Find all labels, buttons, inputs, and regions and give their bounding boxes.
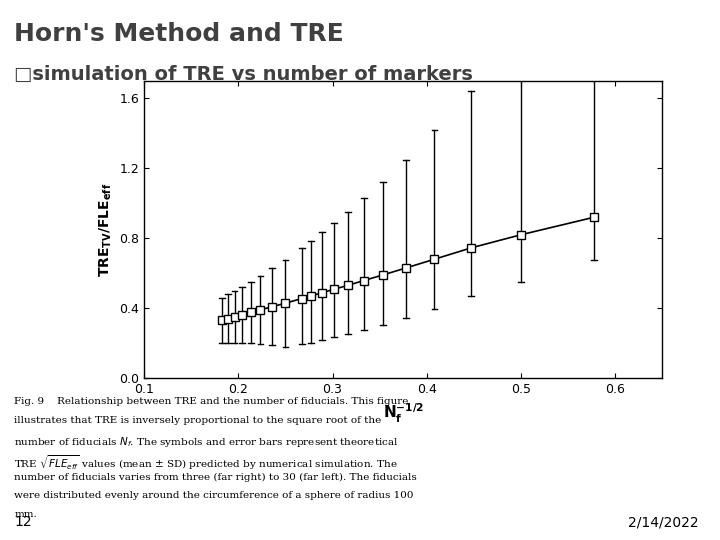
Text: TRE $\sqrt{FLE_{eff}}$ values (mean $\pm$ SD) predicted by numerical simulation.: TRE $\sqrt{FLE_{eff}}$ values (mean $\pm… bbox=[14, 454, 398, 472]
Text: number of fiducials varies from three (far right) to 30 (far left). The fiducial: number of fiducials varies from three (f… bbox=[14, 472, 417, 482]
Text: illustrates that TRE is inversely proportional to the square root of the: illustrates that TRE is inversely propor… bbox=[14, 416, 382, 425]
Text: □simulation of TRE vs number of markers: □simulation of TRE vs number of markers bbox=[14, 65, 473, 84]
Text: 2/14/2022: 2/14/2022 bbox=[628, 515, 698, 529]
Y-axis label: $\mathbf{TRE_{TV}/FLE_{eff}}$: $\mathbf{TRE_{TV}/FLE_{eff}}$ bbox=[97, 183, 114, 276]
Text: number of fiducials $N_f$. The symbols and error bars represent theoretical: number of fiducials $N_f$. The symbols a… bbox=[14, 435, 399, 449]
X-axis label: $\mathbf{N_f^{-1/2}}$: $\mathbf{N_f^{-1/2}}$ bbox=[382, 401, 424, 425]
Text: Horn's Method and TRE: Horn's Method and TRE bbox=[14, 22, 344, 45]
Text: mm.: mm. bbox=[14, 510, 37, 519]
Text: Fig. 9    Relationship between TRE and the number of fiducials. This figure: Fig. 9 Relationship between TRE and the … bbox=[14, 397, 409, 406]
Text: 12: 12 bbox=[14, 515, 32, 529]
Text: were distributed evenly around the circumference of a sphere of radius 100: were distributed evenly around the circu… bbox=[14, 491, 414, 501]
